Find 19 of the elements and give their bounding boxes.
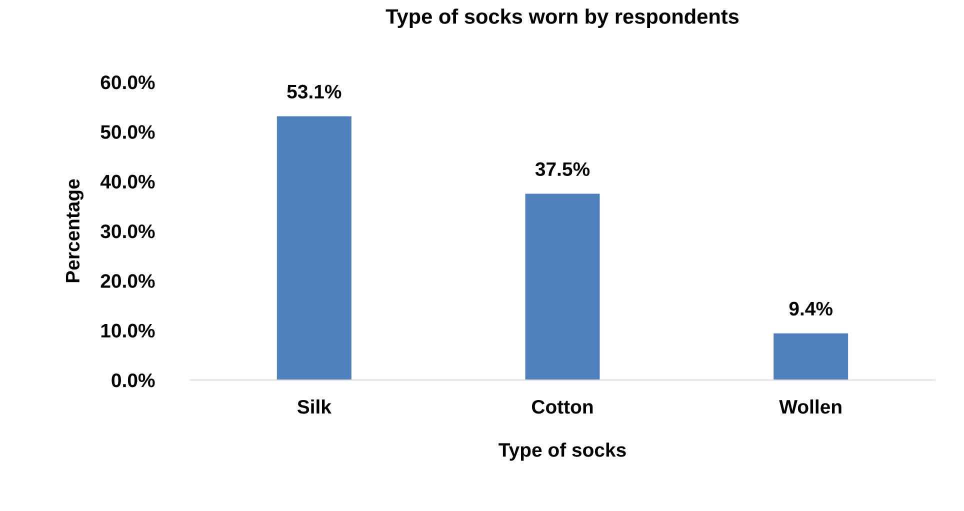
bar: [276, 116, 352, 380]
y-axis-title: Percentage: [66, 179, 84, 282]
y-tick-label: 20.0%: [100, 274, 155, 288]
x-axis-title: Type of socks: [498, 442, 626, 461]
y-tick-label: 30.0%: [100, 224, 155, 238]
chart-title: Type of socks worn by respondents: [386, 8, 739, 28]
x-tick-label: Wollen: [779, 399, 842, 414]
y-tick-label: 50.0%: [100, 125, 155, 139]
bar: [525, 194, 600, 380]
data-label: 37.5%: [535, 162, 590, 176]
y-tick-label: 60.0%: [100, 75, 155, 90]
data-label: 53.1%: [287, 84, 342, 99]
bar: [774, 333, 848, 380]
y-tick-label: 10.0%: [101, 324, 155, 338]
data-label: 9.4%: [789, 302, 832, 316]
x-tick-label: Silk: [297, 399, 332, 414]
y-tick-label: 40.0%: [100, 174, 155, 189]
y-tick-label: 0.0%: [112, 373, 155, 388]
x-tick-label: Cotton: [532, 400, 593, 414]
